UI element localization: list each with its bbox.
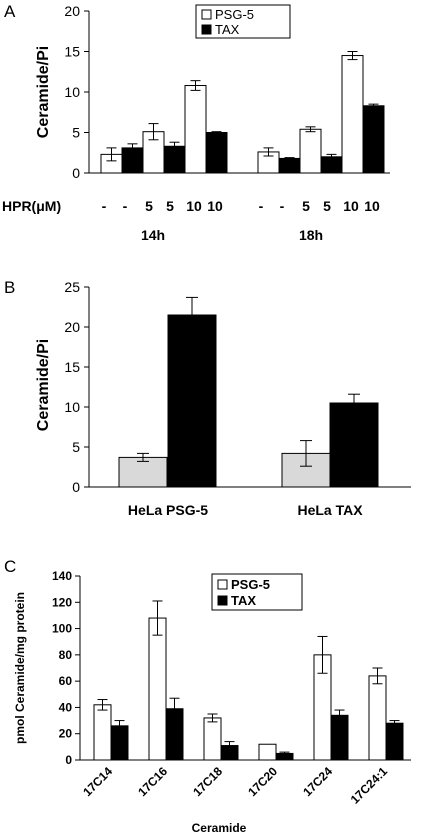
bar-dark — [167, 314, 217, 488]
legend-swatch-tax — [217, 595, 228, 606]
panel-label-c: C — [4, 557, 16, 576]
bar-light — [118, 456, 168, 488]
hpr-value-label: - — [102, 198, 107, 214]
y-axis-title: Ceramide/Pi — [35, 46, 52, 138]
hpr-value-label: 5 — [302, 198, 310, 214]
legend-swatch-psg5 — [217, 579, 228, 590]
x-category-label: 17C20 — [245, 764, 280, 799]
x-axis-title: Ceramide — [192, 821, 247, 835]
hpr-value-label: 10 — [364, 198, 380, 214]
y-tick-label: 25 — [64, 279, 80, 295]
legend-label-tax: TAX — [231, 593, 256, 608]
y-tick-label: 15 — [64, 359, 80, 375]
legend-label-tax: TAX — [215, 22, 240, 37]
y-tick-label: 140 — [52, 569, 72, 583]
group-label-18h: 18h — [299, 227, 323, 243]
bar-psg5 — [93, 704, 112, 761]
hpr-value-label: - — [280, 198, 285, 214]
panel-label-b: B — [4, 278, 15, 297]
hpr-value-label: 5 — [145, 198, 153, 214]
x-category-label: 17C18 — [190, 764, 225, 799]
bar-psg5 — [341, 55, 364, 174]
y-tick-label: 60 — [59, 674, 73, 688]
y-tick-label: 15 — [64, 44, 80, 60]
bar-psg5 — [368, 675, 387, 761]
hpr-value-label: 10 — [207, 198, 223, 214]
y-tick-label: 20 — [64, 319, 80, 335]
y-tick-label: 0 — [72, 479, 80, 495]
bar-psg5 — [299, 128, 322, 174]
bar-psg5 — [203, 717, 222, 761]
hpr-value-label: 10 — [186, 198, 202, 214]
y-tick-label: 5 — [72, 125, 80, 141]
y-tick-label: 120 — [52, 595, 72, 609]
legend-label-psg5: PSG-5 — [231, 577, 270, 592]
x-category-label: 17C16 — [135, 764, 170, 799]
hpr-row-label: HPR(μM) — [2, 198, 61, 214]
hpr-value-label: - — [259, 198, 264, 214]
y-tick-label: 80 — [59, 648, 73, 662]
bar-psg5 — [258, 743, 277, 761]
bar-tax — [205, 132, 228, 174]
y-tick-label: 40 — [59, 700, 73, 714]
y-tick-label: 20 — [64, 3, 80, 19]
y-tick-label: 10 — [64, 84, 80, 100]
bar-tax — [362, 105, 385, 174]
group-label-14h: 14h — [141, 227, 165, 243]
bar-tax — [330, 714, 349, 761]
legend-box — [195, 4, 291, 39]
bar-psg5 — [148, 617, 167, 761]
x-category-label: 17C24:1 — [348, 764, 391, 807]
hpr-value-label: 10 — [343, 198, 359, 214]
panel-label-a: A — [4, 2, 16, 21]
y-tick-label: 5 — [72, 439, 80, 455]
y-tick-label: 100 — [52, 622, 72, 636]
bar-tax — [385, 722, 404, 761]
x-category-label: HeLa TAX — [297, 502, 363, 518]
y-tick-label: 20 — [59, 727, 73, 741]
y-tick-label: 0 — [65, 753, 72, 767]
y-axis-title: Ceramide/Pi — [35, 339, 52, 431]
x-category-label: HeLa PSG-5 — [128, 502, 208, 518]
x-category-label: 17C24 — [300, 764, 335, 799]
y-tick-label: 10 — [64, 399, 80, 415]
hpr-value-label: - — [123, 198, 128, 214]
x-category-label: 17C14 — [80, 764, 115, 799]
legend-swatch-psg5 — [201, 9, 212, 20]
legend-label-psg5: PSG-5 — [215, 7, 254, 22]
bar-psg5 — [184, 85, 207, 174]
hpr-value-label: 5 — [323, 198, 331, 214]
bar-dark — [329, 402, 379, 488]
hpr-value-label: 5 — [166, 198, 174, 214]
legend-swatch-tax — [201, 24, 212, 35]
bar-tax — [278, 157, 301, 174]
y-tick-label: 0 — [72, 165, 80, 181]
y-axis-title: pmol Ceramide/mg protein — [13, 592, 27, 744]
